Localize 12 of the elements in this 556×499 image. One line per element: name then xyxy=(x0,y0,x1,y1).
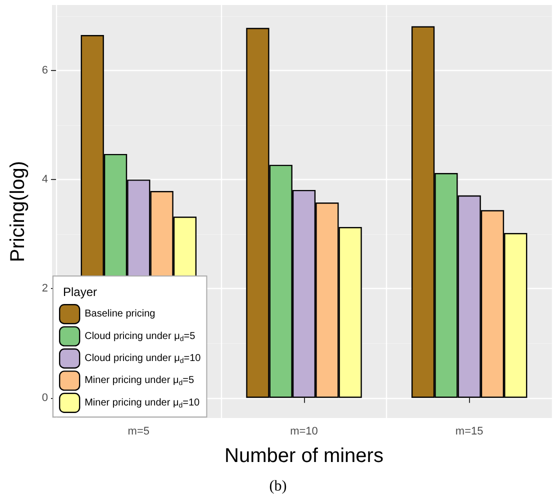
y-axis-title: Pricing(log) xyxy=(7,160,29,262)
x-tick-label: m=15 xyxy=(455,426,484,438)
x-axis-title: Number of miners xyxy=(224,445,384,467)
legend-title: Player xyxy=(63,285,98,299)
y-tick-label: 2 xyxy=(42,282,48,295)
text: (b) xyxy=(269,478,287,494)
y-tick-label: 4 xyxy=(42,174,48,186)
y-tick-label: 6 xyxy=(42,64,48,76)
y-tick-label: 0 xyxy=(42,392,48,404)
legend-label: Baseline pricing xyxy=(84,308,156,320)
x-tick-label: m=10 xyxy=(290,426,318,438)
x-tick-label: m=5 xyxy=(128,426,150,438)
